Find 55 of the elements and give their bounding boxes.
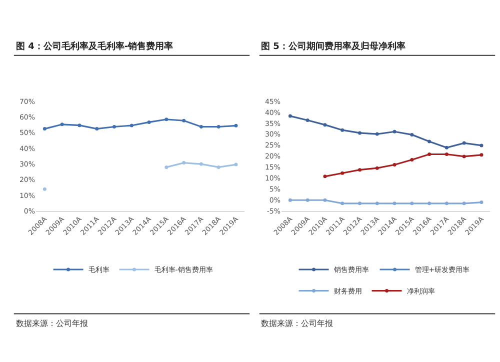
point	[234, 162, 238, 166]
point	[78, 124, 82, 128]
source-note: 数据来源：公司年报	[16, 319, 88, 328]
point	[375, 132, 379, 136]
point	[164, 165, 168, 169]
point	[95, 127, 99, 131]
point	[60, 122, 64, 126]
point	[410, 132, 414, 136]
point	[182, 118, 186, 122]
point	[42, 127, 46, 131]
point	[480, 200, 484, 204]
point	[323, 123, 327, 127]
source-note: 数据来源：公司年报	[261, 319, 333, 328]
point	[462, 202, 466, 206]
point	[375, 166, 379, 170]
chart-title: 图 4：公司毛利率及毛利率-销售费用率	[16, 41, 174, 52]
point	[358, 168, 362, 172]
point	[130, 124, 134, 128]
point	[288, 114, 292, 118]
point	[410, 158, 414, 162]
point	[375, 202, 379, 206]
point	[340, 171, 344, 175]
point	[340, 202, 344, 206]
point	[199, 125, 203, 128]
point	[444, 202, 448, 206]
point	[444, 146, 448, 150]
point	[340, 128, 344, 132]
point	[323, 174, 327, 178]
point	[428, 202, 432, 206]
point	[392, 202, 396, 206]
point	[147, 120, 151, 124]
point	[358, 202, 362, 206]
point	[199, 162, 203, 166]
point	[323, 198, 327, 202]
point	[462, 141, 466, 145]
point	[392, 163, 396, 167]
point	[306, 198, 310, 202]
point	[306, 118, 310, 122]
point	[428, 152, 432, 156]
point	[182, 161, 186, 165]
point	[164, 118, 168, 122]
point	[288, 198, 292, 202]
point	[480, 144, 484, 148]
point	[410, 202, 414, 206]
point	[216, 125, 220, 128]
point	[234, 124, 238, 128]
point	[462, 154, 466, 158]
point	[480, 153, 484, 157]
point	[428, 140, 432, 144]
point	[216, 165, 220, 169]
point	[392, 130, 396, 134]
chart-title: 图 5：公司期间费用率及归母净利率	[261, 41, 406, 52]
point	[358, 131, 362, 135]
point	[444, 152, 448, 156]
point	[112, 125, 116, 128]
